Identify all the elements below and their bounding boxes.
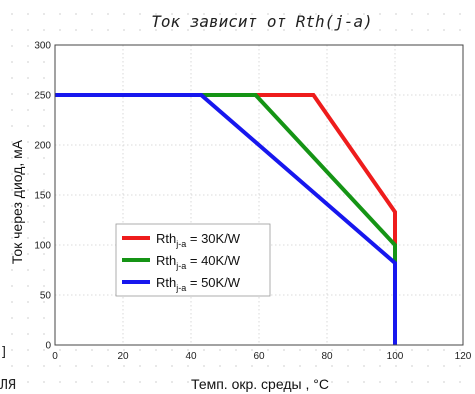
x-tick-label: 0 <box>52 351 58 362</box>
y-tick-label: 300 <box>34 41 51 52</box>
y-axis-label: Ток через диод, мА <box>9 139 25 264</box>
x-tick-label: 80 <box>321 351 333 362</box>
x-tick-label: 60 <box>253 351 265 362</box>
x-tick-label: 120 <box>455 351 472 362</box>
series-line-3 <box>55 93 397 345</box>
y-tick-label: 100 <box>34 241 51 252</box>
y-tick-label: 0 <box>45 341 51 352</box>
plot-frame <box>54 44 464 346</box>
legend: Rthj-a = 30K/W Rthj-a = 40K/W Rthj-a = 50K… <box>115 223 271 297</box>
series-group <box>55 93 397 345</box>
y-tick-label: 200 <box>34 141 51 152</box>
y-tick-label: 250 <box>34 91 51 102</box>
legend-label-2: Rthj-a = 40K/W <box>156 253 241 271</box>
legend-label-1: Rthj-a = 30K/W <box>156 231 241 249</box>
x-tick-label: 40 <box>185 351 197 362</box>
legend-label-3: Rthj-a = 50K/W <box>156 275 241 293</box>
x-tick-label: 100 <box>387 351 404 362</box>
x-tick-label: 20 <box>117 351 129 362</box>
left-cut-bracket: ] <box>0 345 8 360</box>
chart-title: Ток зависит от Rth(j-a) <box>151 12 373 31</box>
y-tick-label: 50 <box>40 291 52 302</box>
y-tick-label: 150 <box>34 191 51 202</box>
tick-labels: 0 20 40 60 80 100 120 0 50 100 150 200 250 300 <box>34 41 471 363</box>
x-axis-label: Темп. окр. среды , °C <box>191 376 329 392</box>
left-cut-text: ЛЯ <box>0 378 16 393</box>
